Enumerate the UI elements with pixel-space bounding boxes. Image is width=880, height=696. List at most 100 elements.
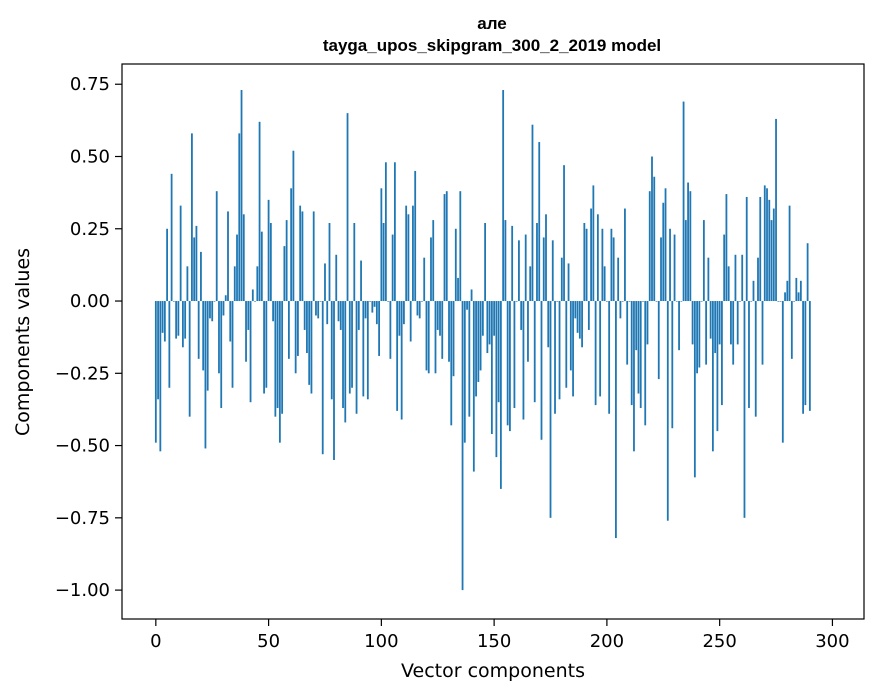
bar [423,257,426,302]
bar [170,173,173,302]
bar [240,90,243,302]
bar [678,301,680,351]
bar [648,191,651,302]
bar [396,301,399,411]
bar [432,220,435,302]
bar [414,170,417,302]
bar [775,118,777,302]
y-tick-label: −1.00 [55,580,110,601]
bar [806,243,809,302]
bar [529,266,532,302]
bar [486,301,489,354]
bar [594,301,597,406]
bar [303,301,306,330]
bar [400,301,403,420]
bar [299,205,302,302]
bar [389,301,392,359]
bar [197,301,200,359]
bar [538,142,541,302]
bar [202,301,205,371]
bar [662,202,665,302]
bar [391,234,394,302]
bar [515,301,518,302]
bar [741,254,744,302]
x-axis-label: Vector components [401,660,585,682]
bar [763,185,766,302]
bar [574,301,577,319]
bar [745,196,748,302]
bar [224,295,227,302]
x-tick-label: 50 [257,631,280,652]
bar [191,133,193,302]
bar [554,301,556,414]
bar [348,301,351,394]
bar [572,301,574,397]
bar [154,301,157,443]
bar [218,301,220,374]
bar [684,220,687,302]
bar [768,199,771,302]
bar-series [154,90,811,591]
bar [227,211,229,302]
bar [448,301,450,362]
bar [353,222,356,302]
bar [362,301,365,397]
bar [698,301,701,368]
bar [646,301,649,345]
bar [366,301,369,400]
bar [382,222,385,302]
bar [306,301,308,354]
bar [454,228,457,302]
bar [321,301,324,455]
bar [206,301,209,391]
bar [583,222,586,302]
bar [452,301,455,377]
bar [601,228,604,302]
bar [628,301,631,302]
bar [596,214,599,302]
bar [795,277,798,302]
bar [287,301,290,359]
bar [781,301,784,443]
bar [421,301,423,302]
bar [605,301,608,302]
bar [249,301,252,403]
bar [360,260,362,302]
bar [251,289,254,302]
y-tick-label: −0.25 [55,363,110,384]
bar [342,301,344,408]
bar [195,225,198,302]
bar [245,301,247,362]
bar [373,301,376,307]
bar [346,113,349,302]
bar [671,301,674,429]
bar [443,194,446,302]
bar [274,301,277,417]
bar [495,301,498,458]
bar [578,301,581,339]
bar [384,162,387,302]
bar [466,301,468,310]
bar [752,280,755,302]
bar [211,301,214,322]
bar [693,301,696,478]
bar [457,277,459,302]
bar [779,301,782,302]
bar [238,133,241,302]
bar [186,266,189,302]
bar [669,228,671,302]
bar [527,301,529,362]
bar [324,263,326,302]
y-tick-label: 0.00 [70,291,110,312]
bar [734,254,737,302]
bar [355,301,358,414]
bar [754,301,757,417]
bar [200,251,202,302]
bar [522,301,525,420]
bar [675,301,678,302]
bar [689,191,692,302]
bar [213,301,216,302]
bar [563,165,565,302]
bar [290,188,293,302]
